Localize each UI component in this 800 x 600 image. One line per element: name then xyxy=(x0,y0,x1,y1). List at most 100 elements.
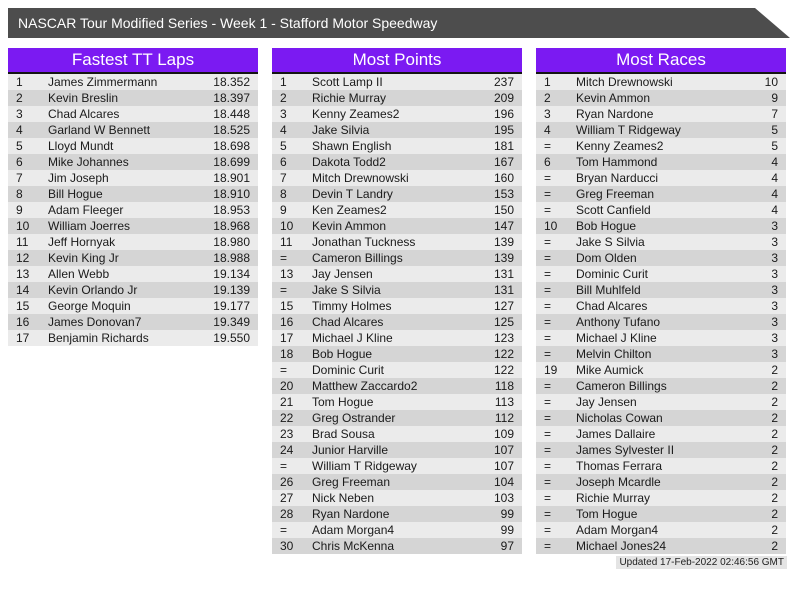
value-cell: 18.352 xyxy=(213,75,250,89)
driver-name-cell: Tom Hogue xyxy=(312,395,374,409)
rank-cell: = xyxy=(544,251,552,265)
table-row: 15 Timmy Holmes 127 xyxy=(272,298,522,314)
driver-name-cell: Greg Freeman xyxy=(312,475,391,489)
rank-cell: = xyxy=(544,379,552,393)
rank-cell: 17 xyxy=(280,331,294,345)
driver-name-cell: Mitch Drewnowski xyxy=(312,171,409,185)
driver-name-cell: Jay Jensen xyxy=(312,267,373,281)
driver-name-cell: Adam Morgan4 xyxy=(576,523,659,537)
table-row: = Jake S Silvia 131 xyxy=(272,282,522,298)
driver-name-cell: William Joerres xyxy=(48,219,131,233)
driver-name-cell: Kenny Zeames2 xyxy=(576,139,664,153)
table-row: 6 Dakota Todd2 167 xyxy=(272,154,522,170)
value-cell: 3 xyxy=(771,315,778,329)
driver-name-cell: Jake S Silvia xyxy=(312,283,381,297)
rank-cell: = xyxy=(544,459,552,473)
rank-cell: = xyxy=(544,427,552,441)
table-row: 30 Chris McKenna 97 xyxy=(272,538,522,554)
table-row: = Michael Jones24 2 xyxy=(536,538,786,554)
table-row: = Nicholas Cowan 2 xyxy=(536,410,786,426)
rank-cell: = xyxy=(280,363,288,377)
driver-name-cell: Melvin Chilton xyxy=(576,347,652,361)
driver-name-cell: Junior Harville xyxy=(312,443,389,457)
rank-cell: 18 xyxy=(280,347,294,361)
driver-name-cell: Jake S Silvia xyxy=(576,235,645,249)
driver-name-cell: Timmy Holmes xyxy=(312,299,392,313)
table-row: = Dominic Curit 122 xyxy=(272,362,522,378)
value-cell: 139 xyxy=(493,251,514,265)
rank-cell: 28 xyxy=(280,507,294,521)
rank-cell: 4 xyxy=(280,123,287,137)
driver-name-cell: Michael J Kline xyxy=(312,331,393,345)
table-row: 13 Jay Jensen 131 xyxy=(272,266,522,282)
value-cell: 18.910 xyxy=(213,187,250,201)
value-cell: 3 xyxy=(771,283,778,297)
value-cell: 2 xyxy=(771,491,778,505)
table-row: 3 Chad Alcares 18.448 xyxy=(8,106,258,122)
driver-name-cell: Adam Morgan4 xyxy=(312,523,395,537)
rank-cell: 4 xyxy=(544,123,551,137)
value-cell: 3 xyxy=(771,347,778,361)
value-cell: 113 xyxy=(494,395,514,409)
driver-name-cell: Mike Johannes xyxy=(48,155,129,169)
rank-cell: 2 xyxy=(16,91,23,105)
driver-name-cell: Dominic Curit xyxy=(576,267,649,281)
table-row: = Scott Canfield 4 xyxy=(536,202,786,218)
table-row: 3 Kenny Zeames2 196 xyxy=(272,106,522,122)
table-row: 1 Mitch Drewnowski 10 xyxy=(536,74,786,90)
driver-name-cell: Chad Alcares xyxy=(48,107,120,121)
table-row: = William T Ridgeway 107 xyxy=(272,458,522,474)
table-row: 4 Jake Silvia 195 xyxy=(272,122,522,138)
rank-cell: = xyxy=(544,491,552,505)
driver-name-cell: Devin T Landry xyxy=(312,187,393,201)
value-cell: 150 xyxy=(493,203,514,217)
table-row: = Jake S Silvia 3 xyxy=(536,234,786,250)
rank-cell: 4 xyxy=(16,123,23,137)
driver-name-cell: Chris McKenna xyxy=(312,539,395,553)
table-row: = Jay Jensen 2 xyxy=(536,394,786,410)
updated-timestamp: Updated 17-Feb-2022 02:46:56 GMT xyxy=(616,556,787,569)
value-cell: 2 xyxy=(771,427,778,441)
value-cell: 104 xyxy=(493,475,514,489)
rank-cell: 7 xyxy=(16,171,23,185)
driver-name-cell: Bob Hogue xyxy=(576,219,637,233)
driver-name-cell: James Sylvester II xyxy=(576,443,675,457)
driver-name-cell: Kevin Ammon xyxy=(576,91,651,105)
table-row: 17 Benjamin Richards 19.550 xyxy=(8,330,258,346)
table-row: 9 Ken Zeames2 150 xyxy=(272,202,522,218)
board-rows-most-races: 1 Mitch Drewnowski 10 2 Kevin Ammon 9 3 Ryan Na… xyxy=(536,74,786,554)
value-cell: 122 xyxy=(493,347,514,361)
value-cell: 112 xyxy=(494,411,514,425)
table-row: 2 Richie Murray 209 xyxy=(272,90,522,106)
table-row: 3 Ryan Nardone 7 xyxy=(536,106,786,122)
table-row: = Tom Hogue 2 xyxy=(536,506,786,522)
rank-cell: 21 xyxy=(280,395,294,409)
value-cell: 99 xyxy=(500,523,514,537)
table-row: = Joseph Mcardle 2 xyxy=(536,474,786,490)
table-row: 18 Bob Hogue 122 xyxy=(272,346,522,362)
driver-name-cell: Jeff Hornyak xyxy=(48,235,116,249)
rank-cell: 13 xyxy=(16,267,30,281)
driver-name-cell: Tom Hogue xyxy=(576,507,638,521)
table-row: 10 William Joerres 18.968 xyxy=(8,218,258,234)
value-cell: 122 xyxy=(493,363,514,377)
table-row: = Melvin Chilton 3 xyxy=(536,346,786,362)
rank-cell: 15 xyxy=(280,299,294,313)
rank-cell: 27 xyxy=(280,491,294,505)
driver-name-cell: Michael Jones24 xyxy=(576,539,667,553)
driver-name-cell: Mitch Drewnowski xyxy=(576,75,673,89)
table-row: = Adam Morgan4 2 xyxy=(536,522,786,538)
driver-name-cell: Dakota Todd2 xyxy=(312,155,386,169)
rank-cell: 8 xyxy=(280,187,287,201)
driver-name-cell: Cameron Billings xyxy=(576,379,667,393)
table-row: = Cameron Billings 2 xyxy=(536,378,786,394)
table-row: 8 Bill Hogue 18.910 xyxy=(8,186,258,202)
driver-name-cell: Joseph Mcardle xyxy=(576,475,661,489)
rank-cell: 5 xyxy=(280,139,287,153)
value-cell: 5 xyxy=(771,123,778,137)
value-cell: 18.968 xyxy=(213,219,250,233)
driver-name-cell: Kevin Orlando Jr xyxy=(48,283,138,297)
table-row: 1 Scott Lamp II 237 xyxy=(272,74,522,90)
value-cell: 167 xyxy=(493,155,514,169)
rank-cell: = xyxy=(544,523,552,537)
